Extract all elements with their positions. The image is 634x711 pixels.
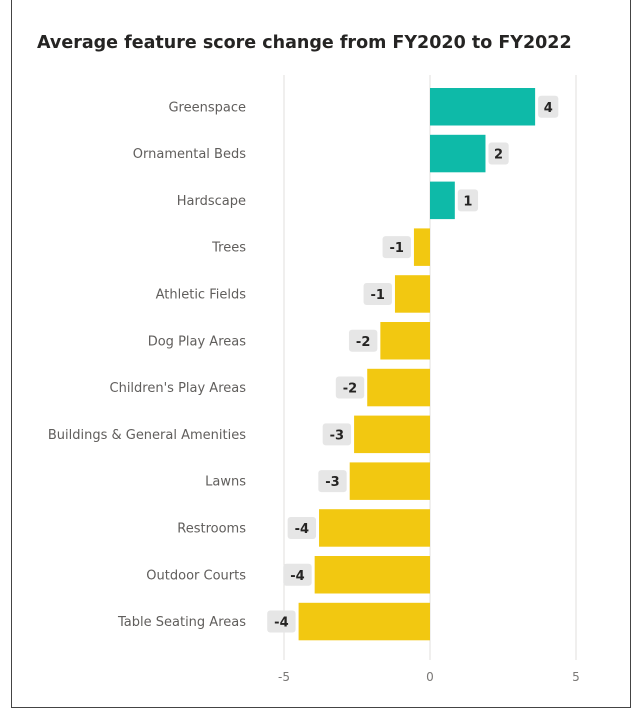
category-label: Hardscape [177, 194, 246, 209]
bar [367, 368, 430, 407]
bar [380, 322, 430, 360]
data-label: -3 [322, 423, 352, 446]
data-label: 4 [538, 95, 559, 118]
data-label-background [457, 189, 479, 212]
data-label: -4 [267, 610, 296, 633]
data-label: -1 [382, 236, 411, 259]
data-label-background [538, 95, 559, 118]
data-label-background [335, 376, 365, 399]
bar [298, 602, 430, 641]
data-label-text: -1 [390, 241, 404, 256]
data-label-text: -3 [330, 428, 344, 443]
category-label: Outdoor Courts [146, 568, 246, 583]
labels: -5 0 5 Greenspace 4 Ornamental Beds 2 Hardscape… [48, 95, 580, 684]
data-label: 2 [488, 142, 509, 165]
data-label: -3 [318, 470, 347, 493]
data-label-background [267, 610, 296, 633]
bar [413, 228, 430, 266]
bars [298, 88, 536, 641]
category-label: Lawns [205, 475, 246, 490]
data-label-text: -1 [371, 288, 385, 303]
data-label: 1 [457, 189, 479, 212]
data-label-text: -2 [343, 382, 357, 397]
data-label-text: -4 [290, 569, 304, 584]
chart-frame [11, 0, 631, 708]
data-label-background [348, 329, 378, 352]
bar [430, 134, 486, 173]
category-label: Children's Play Areas [110, 381, 247, 396]
data-label: -1 [363, 282, 392, 305]
data-label-text: -4 [295, 522, 309, 537]
data-label-text: 2 [494, 148, 503, 163]
data-label-text: 1 [463, 194, 472, 209]
x-tick-label: 0 [426, 670, 434, 684]
bar [354, 415, 430, 454]
category-label: Dog Play Areas [148, 334, 247, 349]
x-tick-label: 5 [572, 670, 580, 684]
data-label-background [318, 470, 347, 493]
data-label: -4 [287, 516, 317, 539]
data-label-text: 4 [544, 101, 553, 116]
category-label: Restrooms [177, 521, 246, 536]
category-label: Table Seating Areas [117, 615, 246, 630]
data-label-background [287, 516, 317, 539]
data-label-text: -4 [274, 616, 288, 631]
data-label-background [322, 423, 352, 446]
data-label: -2 [335, 376, 365, 399]
bar [314, 556, 430, 594]
data-label: -4 [283, 563, 312, 586]
chart-title: Average feature score change from FY2020… [37, 33, 572, 53]
category-label: Trees [211, 241, 246, 256]
data-label-text: -3 [325, 475, 339, 490]
data-label-text: -2 [356, 335, 370, 350]
data-label: -2 [348, 329, 378, 352]
data-label-background [283, 563, 312, 586]
category-label: Athletic Fields [156, 287, 247, 302]
bar [430, 181, 455, 220]
data-label-background [382, 236, 411, 259]
category-label: Ornamental Beds [133, 147, 246, 162]
bar [319, 509, 430, 547]
bar [394, 275, 430, 313]
bar [349, 462, 430, 500]
category-label: Greenspace [168, 100, 246, 115]
data-label-background [363, 282, 392, 305]
category-label: Buildings & General Amenities [48, 428, 246, 443]
data-label-background [488, 142, 509, 165]
x-tick-label: -5 [278, 670, 290, 684]
bar [430, 88, 536, 126]
